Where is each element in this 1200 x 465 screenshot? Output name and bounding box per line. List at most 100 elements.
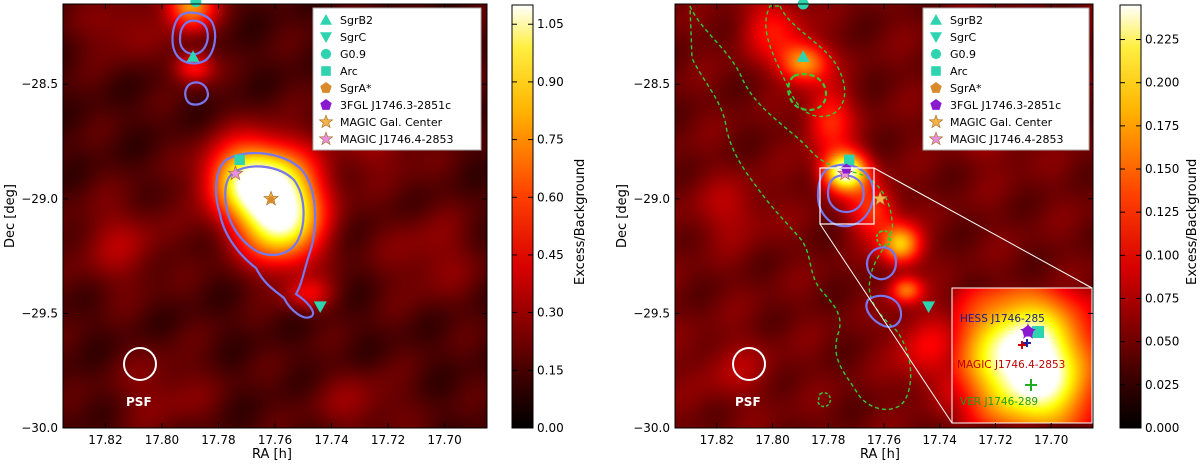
legend-entry-magic-gc: MAGIC Gal. Center (950, 116, 1053, 129)
contour-blue-j1746-inner (826, 174, 865, 214)
legend-entry-arc: Arc (950, 65, 968, 78)
legend-box (312, 7, 482, 151)
inset-label-veritas: VER J1746-289 (960, 396, 1038, 408)
colorbar-tick-label: 0.150 (1145, 162, 1179, 176)
sgra-marker (267, 196, 275, 204)
x-tick-label: 17.72 (371, 433, 405, 447)
colorbar-tick-label: 0.45 (537, 248, 564, 262)
psf-label: PSF (735, 395, 761, 409)
colorbar-tick-label: 0.15 (537, 363, 564, 377)
x-tick-label: 17.80 (755, 433, 789, 447)
legend-symbol-0 (930, 14, 942, 25)
x-tick-label: 17.82 (88, 433, 122, 447)
right-colorbar-ticks: 0.000 0.025 0.050 0.075 0.100 0.125 0.150 0.175… (1120, 33, 1179, 435)
arc-marker (234, 154, 245, 166)
contour-dashed-sw (817, 392, 832, 408)
legend-entry-sgra: SgrA* (950, 82, 982, 95)
legend-symbol-5 (930, 99, 942, 110)
colorbar-tick-label: 0.175 (1145, 119, 1179, 133)
colorbar-tick-label: 0.200 (1145, 76, 1179, 90)
x-tick-label: 17.76 (258, 433, 292, 447)
x-tick-label: 17.76 (867, 433, 901, 447)
legend-symbol-4 (930, 82, 942, 93)
inset-magic-j1746-cross (1018, 341, 1026, 349)
x-tick-label: 17.82 (700, 433, 734, 447)
magic-j1746-4-2853-marker (227, 165, 244, 181)
legend-entry-g09: G0.9 (950, 48, 976, 61)
x-tick-label: 17.70 (427, 433, 461, 447)
legend-symbol-6 (318, 114, 334, 129)
y-tick-label: −29.0 (21, 192, 58, 206)
colorbar-tick-label: 0.60 (537, 190, 564, 204)
colorbar-tick-label: 0.75 (537, 133, 564, 147)
colorbar-tick-label: 0.90 (537, 75, 564, 89)
y-tick-label: −30.0 (633, 421, 670, 435)
legend-symbols (928, 14, 944, 146)
y-tick-label: −30.0 (21, 421, 58, 435)
inset-magic-j1746-marker (1020, 323, 1036, 339)
left-legend: SgrB2 SgrC G0.9 Arc SgrA* 3FGL J1746.3-2… (312, 7, 482, 151)
legend-symbol-2 (930, 48, 942, 60)
right-colorbar-label: Excess/Background (1185, 159, 1200, 285)
legend-symbol-7 (318, 131, 334, 146)
zoom-line-bottom (819, 223, 953, 424)
sgrc-marker (313, 301, 327, 314)
legend-symbol-0 (320, 14, 332, 25)
legend-symbol-1 (930, 32, 942, 43)
legend-symbol-5 (320, 99, 332, 110)
arc-marker (843, 154, 855, 166)
legend-entry-arc: Arc (340, 65, 358, 78)
y-tick-label: −29.0 (633, 192, 670, 206)
legend-symbols (318, 14, 334, 146)
x-tick-label: 17.74 (923, 433, 957, 447)
colorbar-tick-label: 0.00 (537, 421, 564, 435)
left-x-axis-label: RA [h] (252, 447, 292, 462)
legend-symbol-3 (321, 66, 331, 76)
legend-entry-3fgl: 3FGL J1746.3-2851c (950, 99, 1061, 112)
y-tick-label: −28.5 (21, 77, 58, 91)
zoom-line-top (873, 167, 1093, 289)
sgrb2-marker (186, 50, 200, 62)
legend-symbol-4 (320, 82, 332, 93)
sgrc-marker (922, 301, 936, 314)
psf-circle (732, 347, 766, 381)
contour-g09-inner (178, 19, 209, 56)
legend-entry-sgrb2: SgrB2 (340, 14, 373, 27)
inset-arc-marker (1032, 326, 1044, 338)
legend-symbol-3 (931, 66, 941, 76)
legend-entry-sgra: SgrA* (340, 82, 372, 95)
right-colorbar (1119, 4, 1142, 429)
x-tick-label: 17.80 (145, 433, 179, 447)
legend-symbol-6 (928, 114, 944, 129)
contour-g09-outer (171, 11, 217, 65)
colorbar-tick-label: 0.225 (1145, 33, 1179, 47)
legend-entry-sgrb2: SgrB2 (950, 14, 983, 27)
colorbar-tick-label: 0.100 (1145, 248, 1179, 262)
left-colorbar-ticks: 0.00 0.15 0.30 0.45 0.60 0.75 0.90 1.05 (512, 17, 564, 435)
colorbar-tick-label: 0.30 (537, 306, 564, 320)
inset-frame (951, 287, 1093, 424)
legend-box (922, 7, 1090, 151)
psf-label: PSF (126, 395, 152, 409)
legend-entry-magic-gc: MAGIC Gal. Center (340, 116, 443, 129)
x-tick-label: 17.74 (314, 433, 348, 447)
x-tick-label: 17.78 (811, 433, 845, 447)
zoom-box (819, 167, 875, 225)
right-axes: 17.82 17.80 17.78 17.76 17.74 17.72 17.70 −28.5… (633, 4, 1093, 447)
colorbar-tick-label: 1.05 (537, 17, 564, 31)
inset-label-magic: MAGIC J1746.4-2853 (957, 359, 1065, 371)
left-colorbar-label: Excess/Background (573, 159, 588, 285)
psf-circle (123, 347, 157, 381)
y-tick-label: −29.5 (633, 306, 670, 320)
x-tick-label: 17.70 (1034, 433, 1068, 447)
inset-hess-cross (1023, 339, 1031, 347)
legend-entry-3fgl: 3FGL J1746.3-2851c (340, 99, 451, 112)
colorbar-tick-label: 0.050 (1145, 335, 1179, 349)
legend-entry-sgrc: SgrC (340, 31, 366, 44)
inset-heatmap (952, 288, 1092, 423)
contour-gc-outer (214, 151, 317, 319)
inset-ver-cross (1025, 379, 1037, 391)
legend-symbol-7 (928, 131, 944, 146)
colorbar-tick-label: 0.125 (1145, 205, 1179, 219)
